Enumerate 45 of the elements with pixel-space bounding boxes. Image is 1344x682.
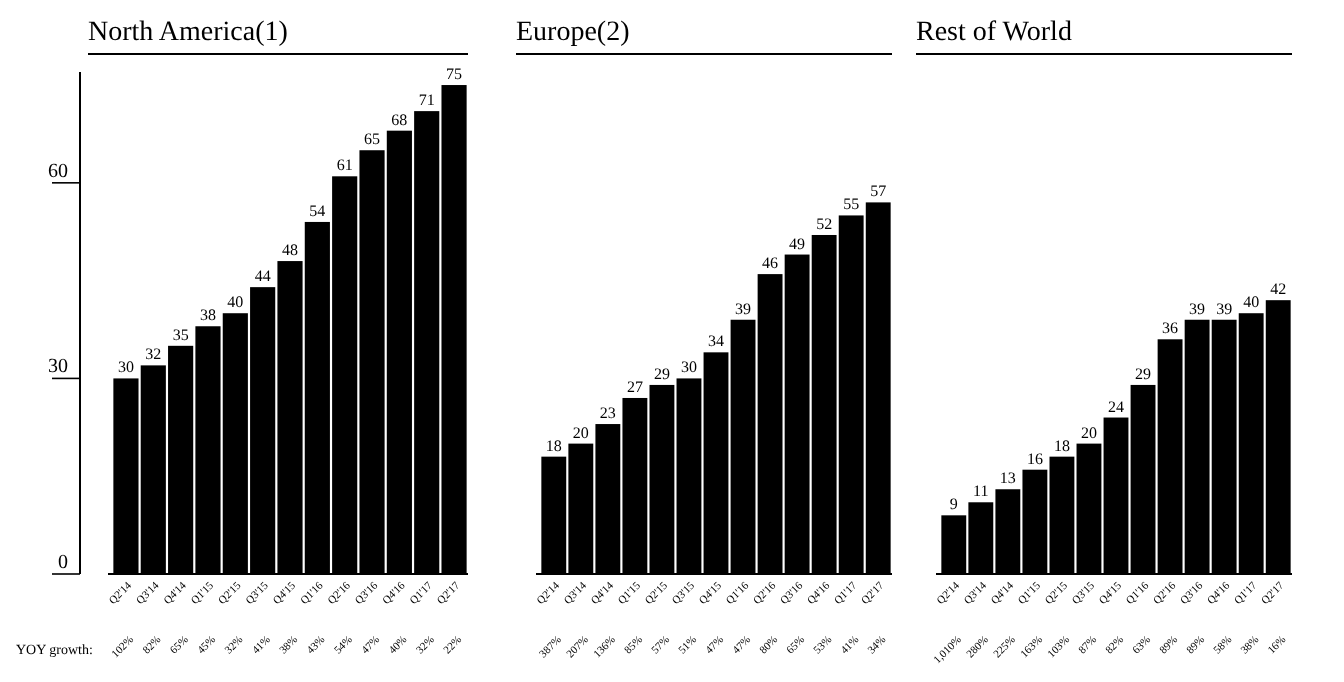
data-label: 49 <box>789 234 806 253</box>
data-label: 44 <box>254 267 271 286</box>
data-label: 32 <box>145 345 162 364</box>
data-label: 55 <box>843 195 860 214</box>
data-label: 27 <box>626 377 643 396</box>
data-label: 9 <box>949 495 958 514</box>
data-label: 16 <box>1026 449 1043 468</box>
data-label: 30 <box>680 358 697 377</box>
data-label: 46 <box>762 254 779 273</box>
y-tick-label: 30 <box>48 356 68 379</box>
chart-title: Rest of World <box>916 18 1072 48</box>
chart-title: North America(1) <box>88 18 289 48</box>
data-label: 29 <box>653 364 670 383</box>
data-label: 29 <box>1135 364 1152 383</box>
data-label: 54 <box>309 201 326 220</box>
data-label: 48 <box>282 241 298 260</box>
data-label: 71 <box>418 91 435 110</box>
data-label: 75 <box>446 65 463 84</box>
data-label: 18 <box>1053 436 1070 455</box>
data-label: 36 <box>1162 319 1179 338</box>
data-label: 68 <box>391 110 408 129</box>
data-label: 13 <box>999 469 1016 488</box>
data-label: 34 <box>708 332 724 351</box>
data-label: 39 <box>735 299 752 318</box>
data-label: 42 <box>1270 280 1287 299</box>
data-label: 11 <box>973 482 989 501</box>
data-label: 65 <box>364 130 381 149</box>
data-label: 35 <box>172 325 189 344</box>
data-label: 23 <box>599 404 616 423</box>
data-label: 20 <box>1080 423 1097 442</box>
y-tick-label: 60 <box>48 160 68 183</box>
data-label: 57 <box>870 182 887 201</box>
data-label: 18 <box>545 436 562 455</box>
data-label: 39 <box>1189 299 1206 318</box>
data-label: 30 <box>117 358 134 377</box>
data-label: 20 <box>572 423 589 442</box>
data-label: 52 <box>816 214 833 233</box>
y-tick-label: 0 <box>58 552 68 574</box>
data-label: 39 <box>1216 299 1233 318</box>
chart-title: Europe(2) <box>516 18 631 48</box>
data-label: 40 <box>227 293 244 312</box>
data-label: 24 <box>1108 397 1124 416</box>
data-label: 40 <box>1243 293 1260 312</box>
data-label: 38 <box>199 306 216 325</box>
data-label: 61 <box>336 156 353 175</box>
